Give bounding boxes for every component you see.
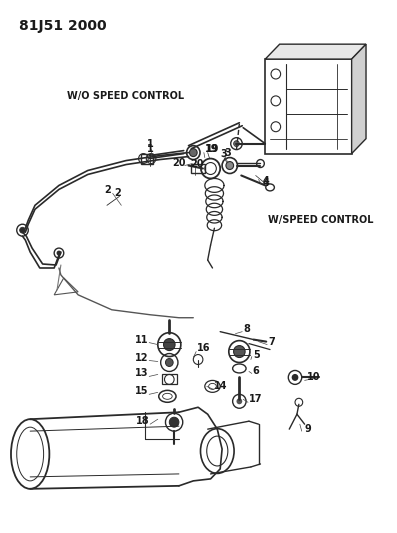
Text: 3: 3 [220,149,227,159]
Text: 20: 20 [172,158,186,167]
Circle shape [17,224,28,236]
Text: 8: 8 [243,324,250,334]
Text: 15: 15 [135,386,148,397]
Text: 18: 18 [135,416,149,426]
Text: 81J51 2000: 81J51 2000 [19,19,106,33]
Circle shape [237,398,242,404]
Circle shape [189,149,197,157]
Circle shape [233,345,245,358]
Text: W/SPEED CONTROL: W/SPEED CONTROL [268,215,374,225]
Text: 19: 19 [205,143,218,154]
Circle shape [166,359,173,367]
Polygon shape [265,59,352,154]
Text: 12: 12 [135,352,148,362]
Ellipse shape [266,184,274,191]
Circle shape [164,338,175,351]
Text: 16: 16 [197,343,211,352]
Text: 4: 4 [262,176,269,187]
Circle shape [169,417,179,427]
Text: 14: 14 [214,382,228,391]
Text: 1: 1 [147,143,154,154]
Text: 13: 13 [135,368,148,378]
Text: 6: 6 [253,367,260,376]
Text: 5: 5 [253,350,260,360]
Text: 3: 3 [224,148,231,158]
Polygon shape [265,44,366,59]
Circle shape [226,161,233,169]
Text: 9: 9 [304,424,311,434]
Circle shape [19,227,25,233]
Text: 10: 10 [306,373,320,382]
Bar [141,154,153,164]
Text: 4: 4 [262,179,269,189]
Text: 20: 20 [191,158,204,168]
Text: 1: 1 [147,139,154,149]
Text: 7: 7 [268,337,275,346]
Bar [162,375,177,384]
Text: 2: 2 [104,185,111,196]
Circle shape [292,374,299,381]
Text: 11: 11 [135,335,148,345]
Circle shape [56,251,62,255]
Polygon shape [352,44,366,154]
Circle shape [233,141,239,147]
Text: 2: 2 [115,188,121,198]
Polygon shape [54,278,78,295]
Text: 19: 19 [206,143,219,154]
Bar [191,164,205,173]
Ellipse shape [256,159,264,167]
Text: W/O SPEED CONTROL: W/O SPEED CONTROL [67,91,184,101]
Text: 17: 17 [249,394,262,405]
